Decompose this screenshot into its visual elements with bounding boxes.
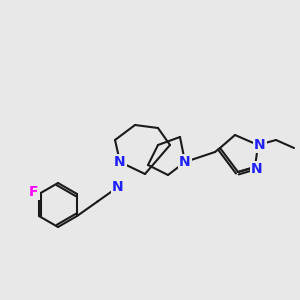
Text: N: N xyxy=(112,180,124,194)
Text: N: N xyxy=(254,138,266,152)
Text: N: N xyxy=(114,155,126,169)
Text: N: N xyxy=(114,155,126,169)
Text: N: N xyxy=(251,162,263,176)
Text: F: F xyxy=(29,185,39,199)
Text: N: N xyxy=(179,155,191,169)
